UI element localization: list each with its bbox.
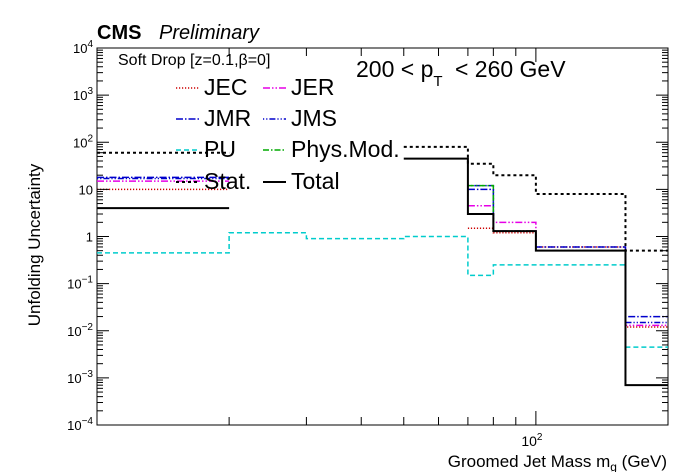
- y-tick-label-base: 10: [73, 135, 87, 150]
- y-tick-label-base: 10: [67, 418, 81, 433]
- legend-label: JER: [291, 74, 334, 100]
- y-tick-label-base: 10: [73, 88, 87, 103]
- series-stat: [97, 145, 668, 252]
- y-tick-label: 10: [79, 182, 93, 197]
- y-tick-label: 103: [73, 86, 93, 103]
- x-tick-label-exponent: 2: [537, 432, 543, 443]
- series-line: [97, 180, 668, 327]
- legend-item: JEC: [176, 74, 247, 100]
- y-tick-label-base: 10: [73, 41, 87, 56]
- series-group: [97, 145, 668, 387]
- x-tick-label-base: 10: [521, 433, 537, 449]
- legend-label: JMS: [291, 105, 337, 131]
- y-tick-label-exponent: −3: [82, 369, 94, 380]
- series-jec: [97, 188, 668, 328]
- legend-label: JEC: [204, 74, 247, 100]
- x-axis-title-main: Groomed Jet Mass m: [448, 452, 611, 471]
- y-tick-label-base: 10: [67, 277, 81, 292]
- legend-label: PU: [204, 136, 236, 162]
- y-tick-label-exponent: −2: [82, 322, 94, 333]
- series-line: [97, 176, 668, 318]
- legend-label: Phys.Mod.: [291, 136, 400, 162]
- legend-item: Stat.: [176, 168, 251, 194]
- legend-item: PU: [176, 136, 236, 162]
- x-tick-label: 102: [521, 432, 543, 449]
- x-axis-title: Groomed Jet Mass mg (GeV): [448, 452, 667, 472]
- legend-item: JER: [263, 74, 334, 100]
- legend-item: JMR: [176, 105, 251, 131]
- y-tick-label-exponent: −4: [82, 416, 94, 427]
- series-line: [97, 188, 668, 328]
- y-tick-label: 104: [73, 39, 93, 56]
- cms-label: CMS: [97, 22, 141, 44]
- series-phys-mod: [467, 184, 626, 252]
- y-tick-label-base: 10: [67, 324, 81, 339]
- y-tick-label: 10−3: [67, 369, 93, 386]
- legend-label: Total: [291, 168, 340, 194]
- series-line: [467, 184, 626, 252]
- legend-label: Stat.: [204, 168, 251, 194]
- legend: JEC JER JMR JMS PU Phys.Mod. Stat. Total: [176, 74, 400, 194]
- pt-range-subscript: T: [433, 73, 442, 90]
- pt-range-end: < 260 GeV: [449, 56, 567, 82]
- series-line: [97, 157, 668, 387]
- algorithm-label: Soft Drop [z=0.1,β=0]: [118, 52, 270, 69]
- plot-frame-group: [96, 47, 669, 426]
- series-pu: [97, 232, 668, 348]
- y-axis-title: Unfolding Uncertainty: [25, 163, 44, 326]
- preliminary-label: Preliminary: [159, 22, 260, 44]
- legend-item: Total: [263, 168, 340, 194]
- series-jer: [97, 180, 668, 327]
- series-line: [97, 232, 668, 348]
- legend-item: Phys.Mod.: [263, 136, 400, 162]
- y-tick-label: 10−2: [67, 322, 93, 339]
- pt-range-start: 200 < p: [356, 56, 433, 82]
- plot-frame: [96, 47, 669, 426]
- y-tick-label: 10−4: [67, 416, 93, 433]
- y-tick-label-base: 10: [79, 182, 93, 197]
- y-tick-label-exponent: 2: [87, 133, 93, 144]
- legend-label: JMR: [204, 105, 251, 131]
- legend-item: JMS: [263, 105, 337, 131]
- series-jmr: [97, 176, 668, 318]
- y-tick-label-exponent: −1: [82, 275, 94, 286]
- y-tick-label: 1: [86, 230, 93, 245]
- pt-range-label: 200 < pT < 260 GeV: [356, 56, 566, 90]
- series-total: [97, 157, 668, 387]
- y-tick-label-exponent: 3: [87, 86, 93, 97]
- y-tick-label: 102: [73, 133, 93, 150]
- y-tick-label: 10−1: [67, 275, 93, 292]
- x-axis-title-subscript: g: [610, 460, 617, 472]
- x-axis-title-unit: (GeV): [617, 452, 667, 471]
- y-tick-label-exponent: 4: [87, 39, 93, 50]
- y-tick-label-base: 10: [67, 371, 81, 386]
- series-line: [97, 145, 668, 252]
- y-tick-label-base: 1: [86, 230, 93, 245]
